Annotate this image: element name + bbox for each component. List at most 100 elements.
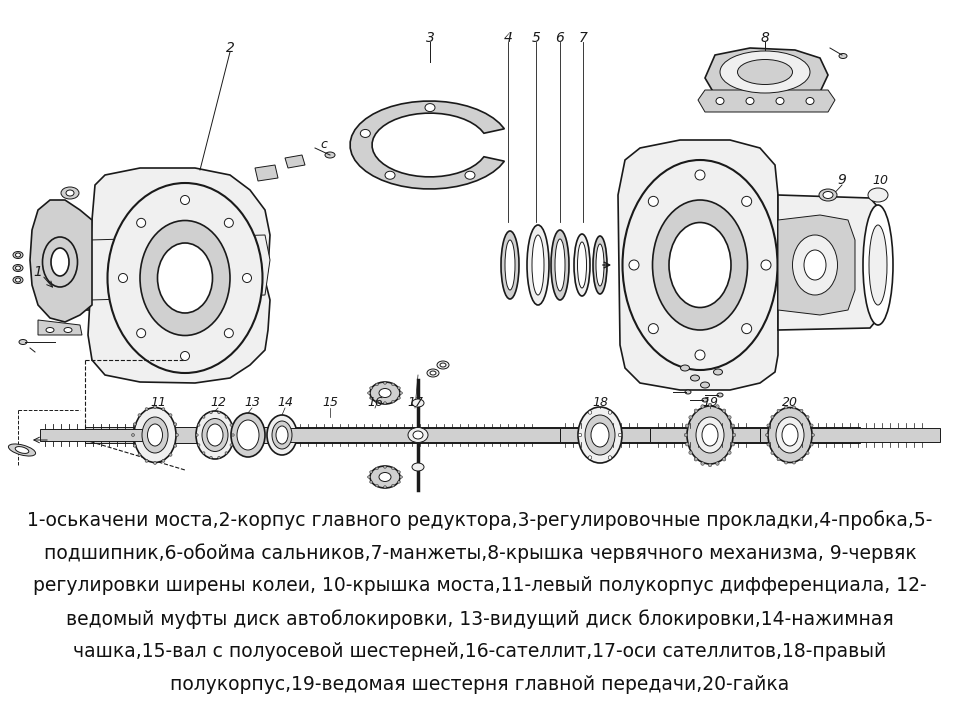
- Ellipse shape: [742, 197, 752, 207]
- Ellipse shape: [708, 463, 711, 467]
- Ellipse shape: [383, 486, 387, 488]
- Ellipse shape: [383, 402, 387, 404]
- Polygon shape: [760, 428, 940, 442]
- Ellipse shape: [811, 433, 814, 436]
- Polygon shape: [88, 168, 270, 383]
- Ellipse shape: [231, 413, 265, 457]
- Ellipse shape: [588, 410, 591, 414]
- Ellipse shape: [203, 451, 205, 454]
- Ellipse shape: [715, 405, 719, 408]
- Ellipse shape: [728, 451, 732, 454]
- Ellipse shape: [717, 393, 723, 397]
- Ellipse shape: [685, 390, 691, 394]
- Polygon shape: [705, 48, 828, 102]
- Ellipse shape: [118, 274, 128, 282]
- Ellipse shape: [132, 433, 134, 436]
- Ellipse shape: [154, 462, 156, 464]
- Ellipse shape: [325, 152, 335, 158]
- Ellipse shape: [51, 248, 69, 276]
- Ellipse shape: [169, 414, 172, 417]
- Ellipse shape: [230, 444, 232, 446]
- Ellipse shape: [140, 220, 230, 336]
- Polygon shape: [778, 195, 888, 330]
- Ellipse shape: [819, 189, 837, 201]
- Ellipse shape: [145, 408, 148, 410]
- Ellipse shape: [276, 426, 288, 444]
- Polygon shape: [30, 200, 92, 322]
- Ellipse shape: [767, 443, 770, 446]
- Ellipse shape: [868, 188, 888, 202]
- Text: 3: 3: [425, 31, 435, 45]
- Ellipse shape: [379, 472, 391, 482]
- Ellipse shape: [810, 443, 813, 446]
- Ellipse shape: [375, 383, 378, 386]
- Ellipse shape: [596, 244, 604, 286]
- Ellipse shape: [138, 414, 141, 417]
- Ellipse shape: [397, 471, 400, 473]
- Ellipse shape: [375, 467, 378, 469]
- Ellipse shape: [383, 466, 387, 468]
- Ellipse shape: [13, 276, 23, 284]
- Ellipse shape: [196, 411, 234, 459]
- Ellipse shape: [61, 187, 79, 199]
- Ellipse shape: [694, 409, 698, 413]
- Ellipse shape: [408, 428, 428, 443]
- Ellipse shape: [768, 408, 812, 462]
- Ellipse shape: [793, 235, 837, 295]
- Ellipse shape: [810, 424, 813, 427]
- Text: 10: 10: [872, 174, 888, 186]
- Ellipse shape: [154, 405, 156, 408]
- Ellipse shape: [761, 260, 771, 270]
- Ellipse shape: [237, 420, 259, 450]
- Ellipse shape: [230, 424, 232, 426]
- Polygon shape: [560, 428, 650, 442]
- Ellipse shape: [684, 433, 687, 437]
- Ellipse shape: [169, 454, 172, 456]
- Ellipse shape: [15, 278, 20, 282]
- Ellipse shape: [134, 408, 176, 462]
- Ellipse shape: [701, 382, 709, 388]
- Ellipse shape: [174, 423, 177, 426]
- Ellipse shape: [15, 446, 29, 454]
- Ellipse shape: [622, 160, 778, 370]
- Ellipse shape: [13, 251, 23, 258]
- Ellipse shape: [162, 408, 165, 410]
- Ellipse shape: [806, 451, 809, 454]
- Ellipse shape: [360, 130, 371, 138]
- Ellipse shape: [806, 415, 809, 418]
- Ellipse shape: [145, 459, 148, 462]
- Ellipse shape: [742, 323, 752, 333]
- Ellipse shape: [609, 410, 612, 414]
- Ellipse shape: [162, 459, 165, 462]
- Ellipse shape: [720, 51, 810, 93]
- Ellipse shape: [784, 406, 787, 409]
- Ellipse shape: [701, 462, 705, 465]
- Polygon shape: [40, 429, 155, 441]
- Ellipse shape: [397, 387, 400, 390]
- Ellipse shape: [243, 274, 252, 282]
- Ellipse shape: [869, 225, 887, 305]
- Ellipse shape: [148, 424, 162, 446]
- Ellipse shape: [687, 406, 733, 464]
- Ellipse shape: [681, 365, 689, 371]
- Ellipse shape: [174, 444, 177, 447]
- Ellipse shape: [392, 383, 395, 386]
- Ellipse shape: [64, 328, 72, 333]
- Text: 8: 8: [760, 31, 769, 45]
- Ellipse shape: [629, 260, 639, 270]
- Text: 1: 1: [34, 265, 42, 279]
- Ellipse shape: [716, 97, 724, 104]
- Ellipse shape: [425, 104, 435, 112]
- Ellipse shape: [823, 192, 833, 199]
- Ellipse shape: [777, 458, 780, 461]
- Ellipse shape: [776, 97, 784, 104]
- Ellipse shape: [370, 397, 372, 400]
- Ellipse shape: [585, 415, 615, 455]
- Ellipse shape: [702, 398, 708, 402]
- Ellipse shape: [722, 457, 726, 461]
- Ellipse shape: [142, 417, 168, 453]
- Text: 18: 18: [592, 395, 608, 408]
- Ellipse shape: [669, 222, 731, 307]
- Ellipse shape: [218, 456, 220, 459]
- Ellipse shape: [555, 239, 565, 291]
